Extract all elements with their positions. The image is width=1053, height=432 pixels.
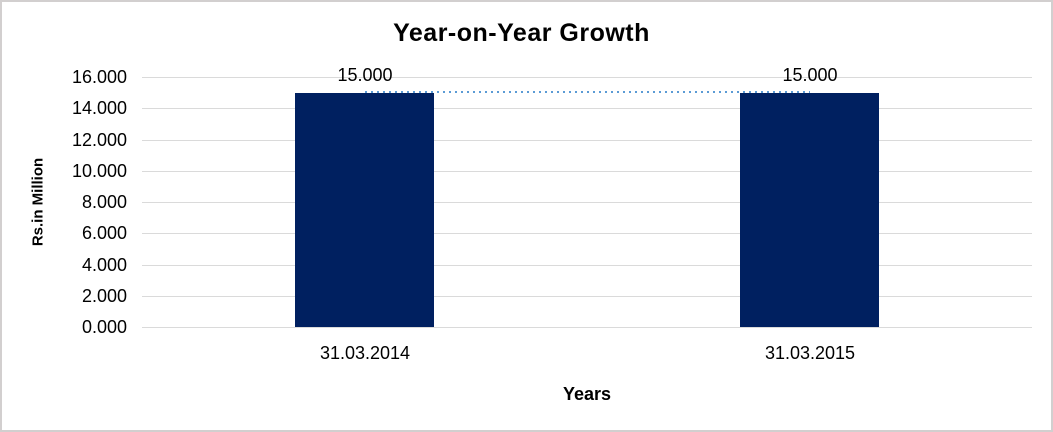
chart-bar <box>740 93 879 327</box>
y-tick-label: 12.000 <box>71 130 127 150</box>
y-tick-label: 8.000 <box>81 192 127 212</box>
y-tick-label: 16.000 <box>71 67 127 87</box>
x-tick-label: 31.03.2015 <box>764 343 856 363</box>
gridline <box>142 296 1032 297</box>
gridline <box>142 77 1032 78</box>
gridline <box>142 327 1032 328</box>
y-tick-label: 10.000 <box>71 161 127 181</box>
data-label: 15.000 <box>337 65 393 85</box>
y-tick-label: 4.000 <box>81 255 127 275</box>
gridline <box>142 202 1032 203</box>
gridline <box>142 171 1032 172</box>
gridline <box>142 265 1032 266</box>
gridline <box>142 233 1032 234</box>
gridline <box>142 108 1032 109</box>
x-axis-title: Years <box>562 384 612 404</box>
gridline <box>142 140 1032 141</box>
chart-title: Year-on-Year Growth <box>393 19 650 47</box>
y-tick-label: 6.000 <box>81 223 127 243</box>
x-tick-label: 31.03.2014 <box>319 343 411 363</box>
y-tick-label: 0.000 <box>81 317 127 337</box>
y-tick-label: 2.000 <box>81 286 127 306</box>
data-label: 15.000 <box>782 65 838 85</box>
trendline-dotted <box>365 91 810 93</box>
y-tick-label: 14.000 <box>71 98 127 118</box>
chart-bar <box>295 93 434 327</box>
